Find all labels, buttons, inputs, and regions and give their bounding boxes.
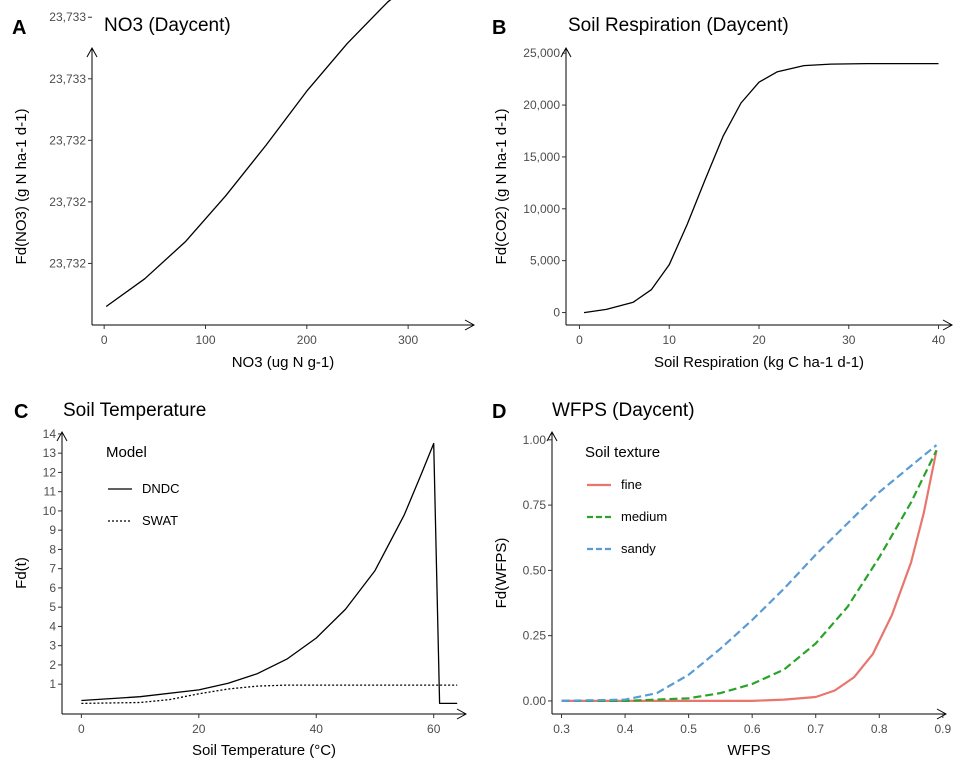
panel-b-x-tick-label: 30 — [842, 333, 856, 347]
panel-b-y-axis-arrow — [560, 46, 572, 58]
panel-b-letter: B — [492, 17, 506, 39]
panel-b-x-axis-label: Soil Respiration (kg C ha-1 d-1) — [654, 354, 864, 371]
panel-a-y-tick-label: 23,733 — [49, 10, 86, 24]
panel-a-y-axis-arrow — [86, 46, 98, 58]
panel-b-title: Soil Respiration (Daycent) — [568, 15, 789, 36]
panel-d-x-tick-label: 0.7 — [807, 722, 824, 736]
panel-d-series-medium — [561, 449, 938, 703]
panel-b-y-tick-label: 0 — [553, 306, 560, 320]
panel-a-title: NO3 (Daycent) — [104, 15, 231, 36]
panel-b-y-tick-label: 10,000 — [523, 202, 560, 216]
panel-d-x-axis-arrow — [936, 708, 948, 720]
panel-c-y-tick-label: 6 — [49, 581, 56, 595]
panel-d-y-tick-label: 0.75 — [523, 498, 547, 512]
panel-d-legend-label-sandy: sandy — [621, 541, 656, 556]
panel-c-y-tick-label: 10 — [43, 504, 57, 518]
panel-d-x-tick-label: 0.9 — [934, 722, 951, 736]
panel-c: C Soil Temperature 0 20 40 6012345678910111… — [13, 400, 468, 759]
panel-d-x-axis-label: WFPS — [727, 742, 770, 759]
panel-a-series-line — [105, 0, 392, 308]
panel-d-x-tick-label: 0.5 — [680, 722, 697, 736]
panel-b-x-tick-label: 20 — [752, 333, 766, 347]
panel-c-x-tick-label: 0 — [78, 722, 85, 736]
panel-b-y-axis-label: Fd(CO2) (g N ha-1 d-1) — [493, 109, 510, 265]
panel-c-y-tick-label: 7 — [49, 562, 56, 576]
panel-d-y-axis-label: Fd(WFPS) — [493, 538, 510, 609]
panel-a-y-tick-label: 23,732 — [49, 256, 86, 270]
panel-a-y-tick-label: 23,732 — [49, 195, 86, 209]
panel-d-y-tick-label: 0.00 — [523, 694, 547, 708]
panel-c-legend-label-swat: SWAT — [142, 513, 178, 528]
panel-d-series-sandy — [561, 444, 938, 702]
panel-d-y-axis-arrow — [546, 430, 558, 442]
panel-b-y-tick-label: 15,000 — [523, 150, 560, 164]
panel-d-x-tick-label: 0.3 — [553, 722, 570, 736]
panel-a-y-axis-label: Fd(NO3) (g N ha-1 d-1) — [13, 109, 30, 265]
panel-c-legend-title: Model — [106, 444, 147, 461]
panel-b-x-axis-arrow — [942, 319, 954, 331]
panel-c-x-tick-label: 60 — [427, 722, 441, 736]
panel-c-x-axis-arrow — [456, 708, 468, 720]
panel-c-y-axis-label: Fd(t) — [13, 557, 30, 589]
panel-d-series-fine — [561, 450, 938, 703]
panel-c-series-dndc — [81, 442, 458, 705]
panel-c-x-axis-label: Soil Temperature (°C) — [192, 742, 336, 759]
panel-d-letter: D — [492, 401, 506, 423]
panel-c-y-tick-label: 13 — [43, 446, 57, 460]
panel-c-x-tick-label: 40 — [310, 722, 324, 736]
panel-d-x-tick-label: 0.8 — [871, 722, 888, 736]
panel-b-x-tick-label: 10 — [663, 333, 677, 347]
panel-a-x-axis-arrow — [464, 319, 476, 331]
panel-c-y-tick-label: 14 — [43, 427, 57, 441]
panel-a-x-axis-label: NO3 (ug N g-1) — [232, 354, 335, 371]
panel-c-letter: C — [14, 401, 28, 423]
panel-b-y-tick-label: 20,000 — [523, 98, 560, 112]
panel-c-y-tick-label: 12 — [43, 465, 57, 479]
panel-c-title: Soil Temperature — [63, 400, 206, 421]
panel-d-title: WFPS (Daycent) — [552, 400, 695, 421]
panel-a-y-tick-label: 23,732 — [49, 133, 86, 147]
panel-d-x-tick-label: 0.4 — [617, 722, 634, 736]
panel-c-y-tick-label: 11 — [44, 485, 57, 499]
panel-b-series-line — [583, 62, 939, 314]
panel-d-y-tick-label: 0.50 — [523, 563, 547, 577]
panel-d-y-tick-label: 0.25 — [523, 629, 547, 643]
panel-b-x-tick-label: 40 — [932, 333, 946, 347]
panel-a-x-tick-label: 0 — [101, 333, 108, 347]
panel-c-y-tick-label: 3 — [49, 639, 56, 653]
panel-b: B Soil Respiration (Daycent) 0 10 20 30 40 0 5… — [492, 15, 954, 371]
panel-a-letter: A — [12, 17, 26, 39]
panel-d-y-tick-label: 1.00 — [523, 433, 547, 447]
panel-a-x-tick-label: 200 — [297, 333, 317, 347]
panel-d-legend-label-medium: medium — [621, 509, 667, 524]
panel-b-x-tick-label: 0 — [576, 333, 583, 347]
panel-d-legend-title: Soil texture — [585, 444, 660, 461]
panel-c-y-tick-label: 4 — [49, 619, 56, 633]
panel-c-y-axis-arrow — [56, 430, 68, 442]
panel-b-y-tick-label: 5,000 — [530, 254, 560, 268]
panel-c-y-tick-label: 8 — [49, 542, 56, 556]
panel-c-y-tick-label: 9 — [49, 523, 56, 537]
panel-d-legend-label-fine: fine — [621, 477, 642, 492]
panel-c-y-tick-label: 1 — [49, 677, 56, 691]
panel-c-series-swat — [81, 684, 458, 705]
panel-a: A NO3 (Daycent) 0 100 200 300 23,732 23,732 23… — [12, 0, 476, 371]
panel-a-y-tick-label: 23,733 — [49, 72, 86, 86]
panel-d-x-tick-label: 0.6 — [744, 722, 761, 736]
panel-c-x-tick-label: 20 — [192, 722, 206, 736]
panel-c-y-tick-label: 5 — [49, 600, 56, 614]
panel-b-y-tick-label: 25,000 — [523, 46, 560, 60]
panel-a-x-tick-label: 100 — [195, 333, 215, 347]
panel-c-legend-label-dndc: DNDC — [142, 481, 180, 496]
panel-c-y-tick-label: 2 — [49, 658, 56, 672]
panel-d: D WFPS (Daycent) 0.3 0.4 0.5 0.6 0.7 0.8 0.9 0.… — [492, 400, 951, 759]
panel-a-x-tick-label: 300 — [398, 333, 418, 347]
